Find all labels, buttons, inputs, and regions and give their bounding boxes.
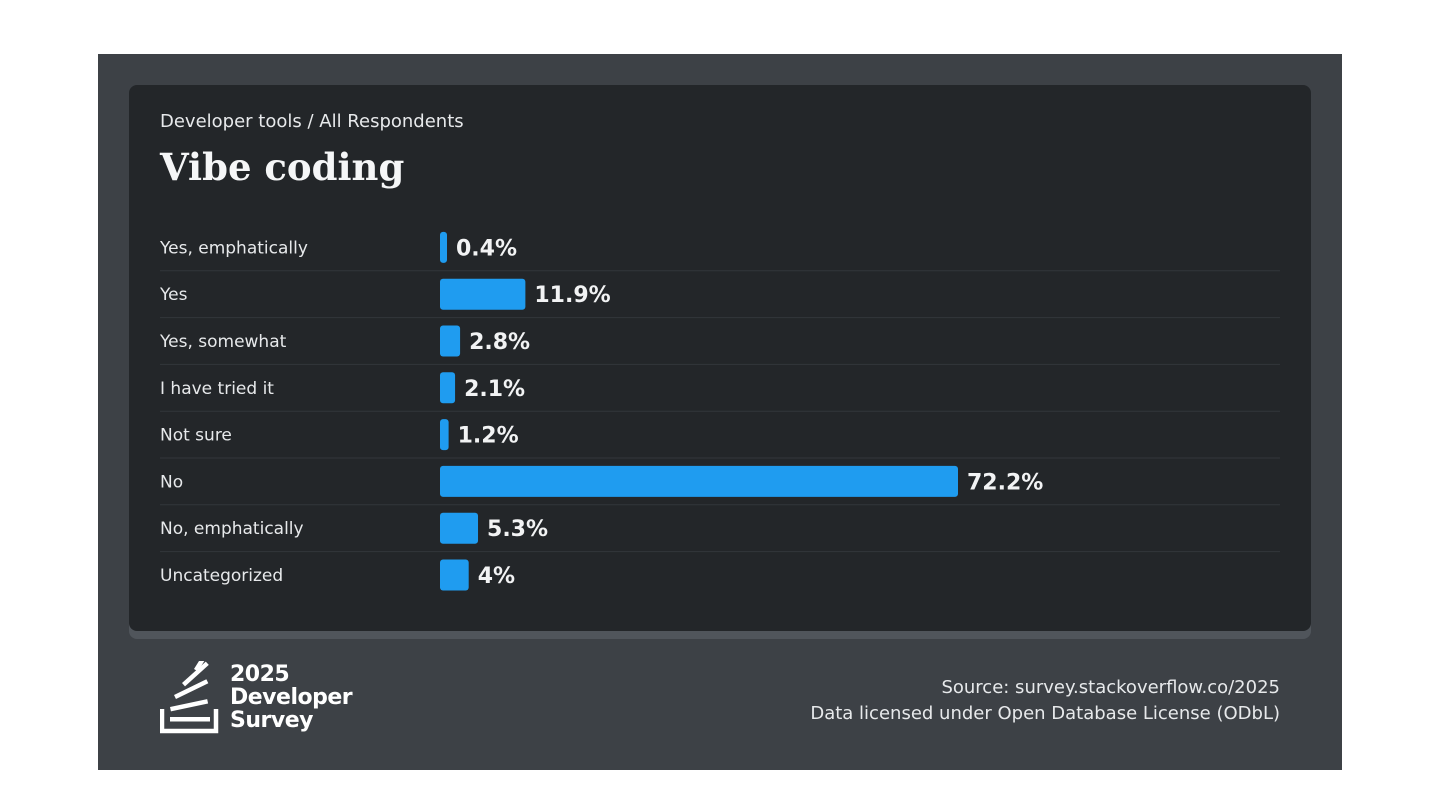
value-label: 2.8% bbox=[469, 330, 530, 355]
value-label: 72.2% bbox=[967, 470, 1043, 495]
value-label: 4% bbox=[478, 564, 515, 589]
value-label: 5.3% bbox=[487, 517, 548, 542]
value-label: 2.1% bbox=[464, 377, 525, 402]
category-label: I have tried it bbox=[160, 379, 274, 399]
logo-line-2: Survey bbox=[230, 708, 313, 733]
survey-logo: 2025 Developer Survey bbox=[160, 661, 360, 741]
value-label: 1.2% bbox=[458, 424, 519, 449]
category-label: Uncategorized bbox=[160, 566, 283, 586]
logo-year: 2025 bbox=[230, 662, 290, 687]
chart-card: Developer tools / All Respondents Vibe c… bbox=[129, 85, 1311, 631]
bar bbox=[440, 419, 449, 451]
category-label: Yes, somewhat bbox=[159, 332, 287, 352]
license-text: Data licensed under Open Database Licens… bbox=[810, 703, 1280, 724]
category-label: Not sure bbox=[160, 426, 232, 446]
value-label: 11.9% bbox=[534, 283, 610, 308]
category-label: Yes bbox=[159, 285, 188, 305]
bar bbox=[440, 231, 447, 263]
stack-overflow-icon bbox=[160, 661, 219, 734]
category-label: Yes, emphatically bbox=[159, 238, 308, 258]
chart-frame: Developer tools / All Respondents Vibe c… bbox=[98, 54, 1342, 770]
bar bbox=[440, 325, 461, 357]
category-label: No bbox=[160, 472, 183, 492]
bar bbox=[440, 512, 479, 544]
source-text: Source: survey.stackoverflow.co/2025 bbox=[941, 677, 1280, 698]
bar bbox=[440, 559, 469, 591]
chart-subtitle: Developer tools / All Respondents bbox=[160, 111, 464, 132]
bar bbox=[440, 372, 456, 404]
logo-line-1: Developer bbox=[230, 685, 353, 710]
bar bbox=[440, 465, 958, 497]
chart-title: Vibe coding bbox=[160, 145, 405, 189]
category-label: No, emphatically bbox=[160, 519, 304, 539]
bar-chart: Yes, emphatically 0.4% Yes 11.9% Yes, somewh… bbox=[159, 231, 1280, 591]
value-label: 0.4% bbox=[456, 236, 517, 261]
bar bbox=[440, 278, 526, 310]
source-block: Source: survey.stackoverflow.co/2025 Dat… bbox=[810, 675, 1280, 727]
